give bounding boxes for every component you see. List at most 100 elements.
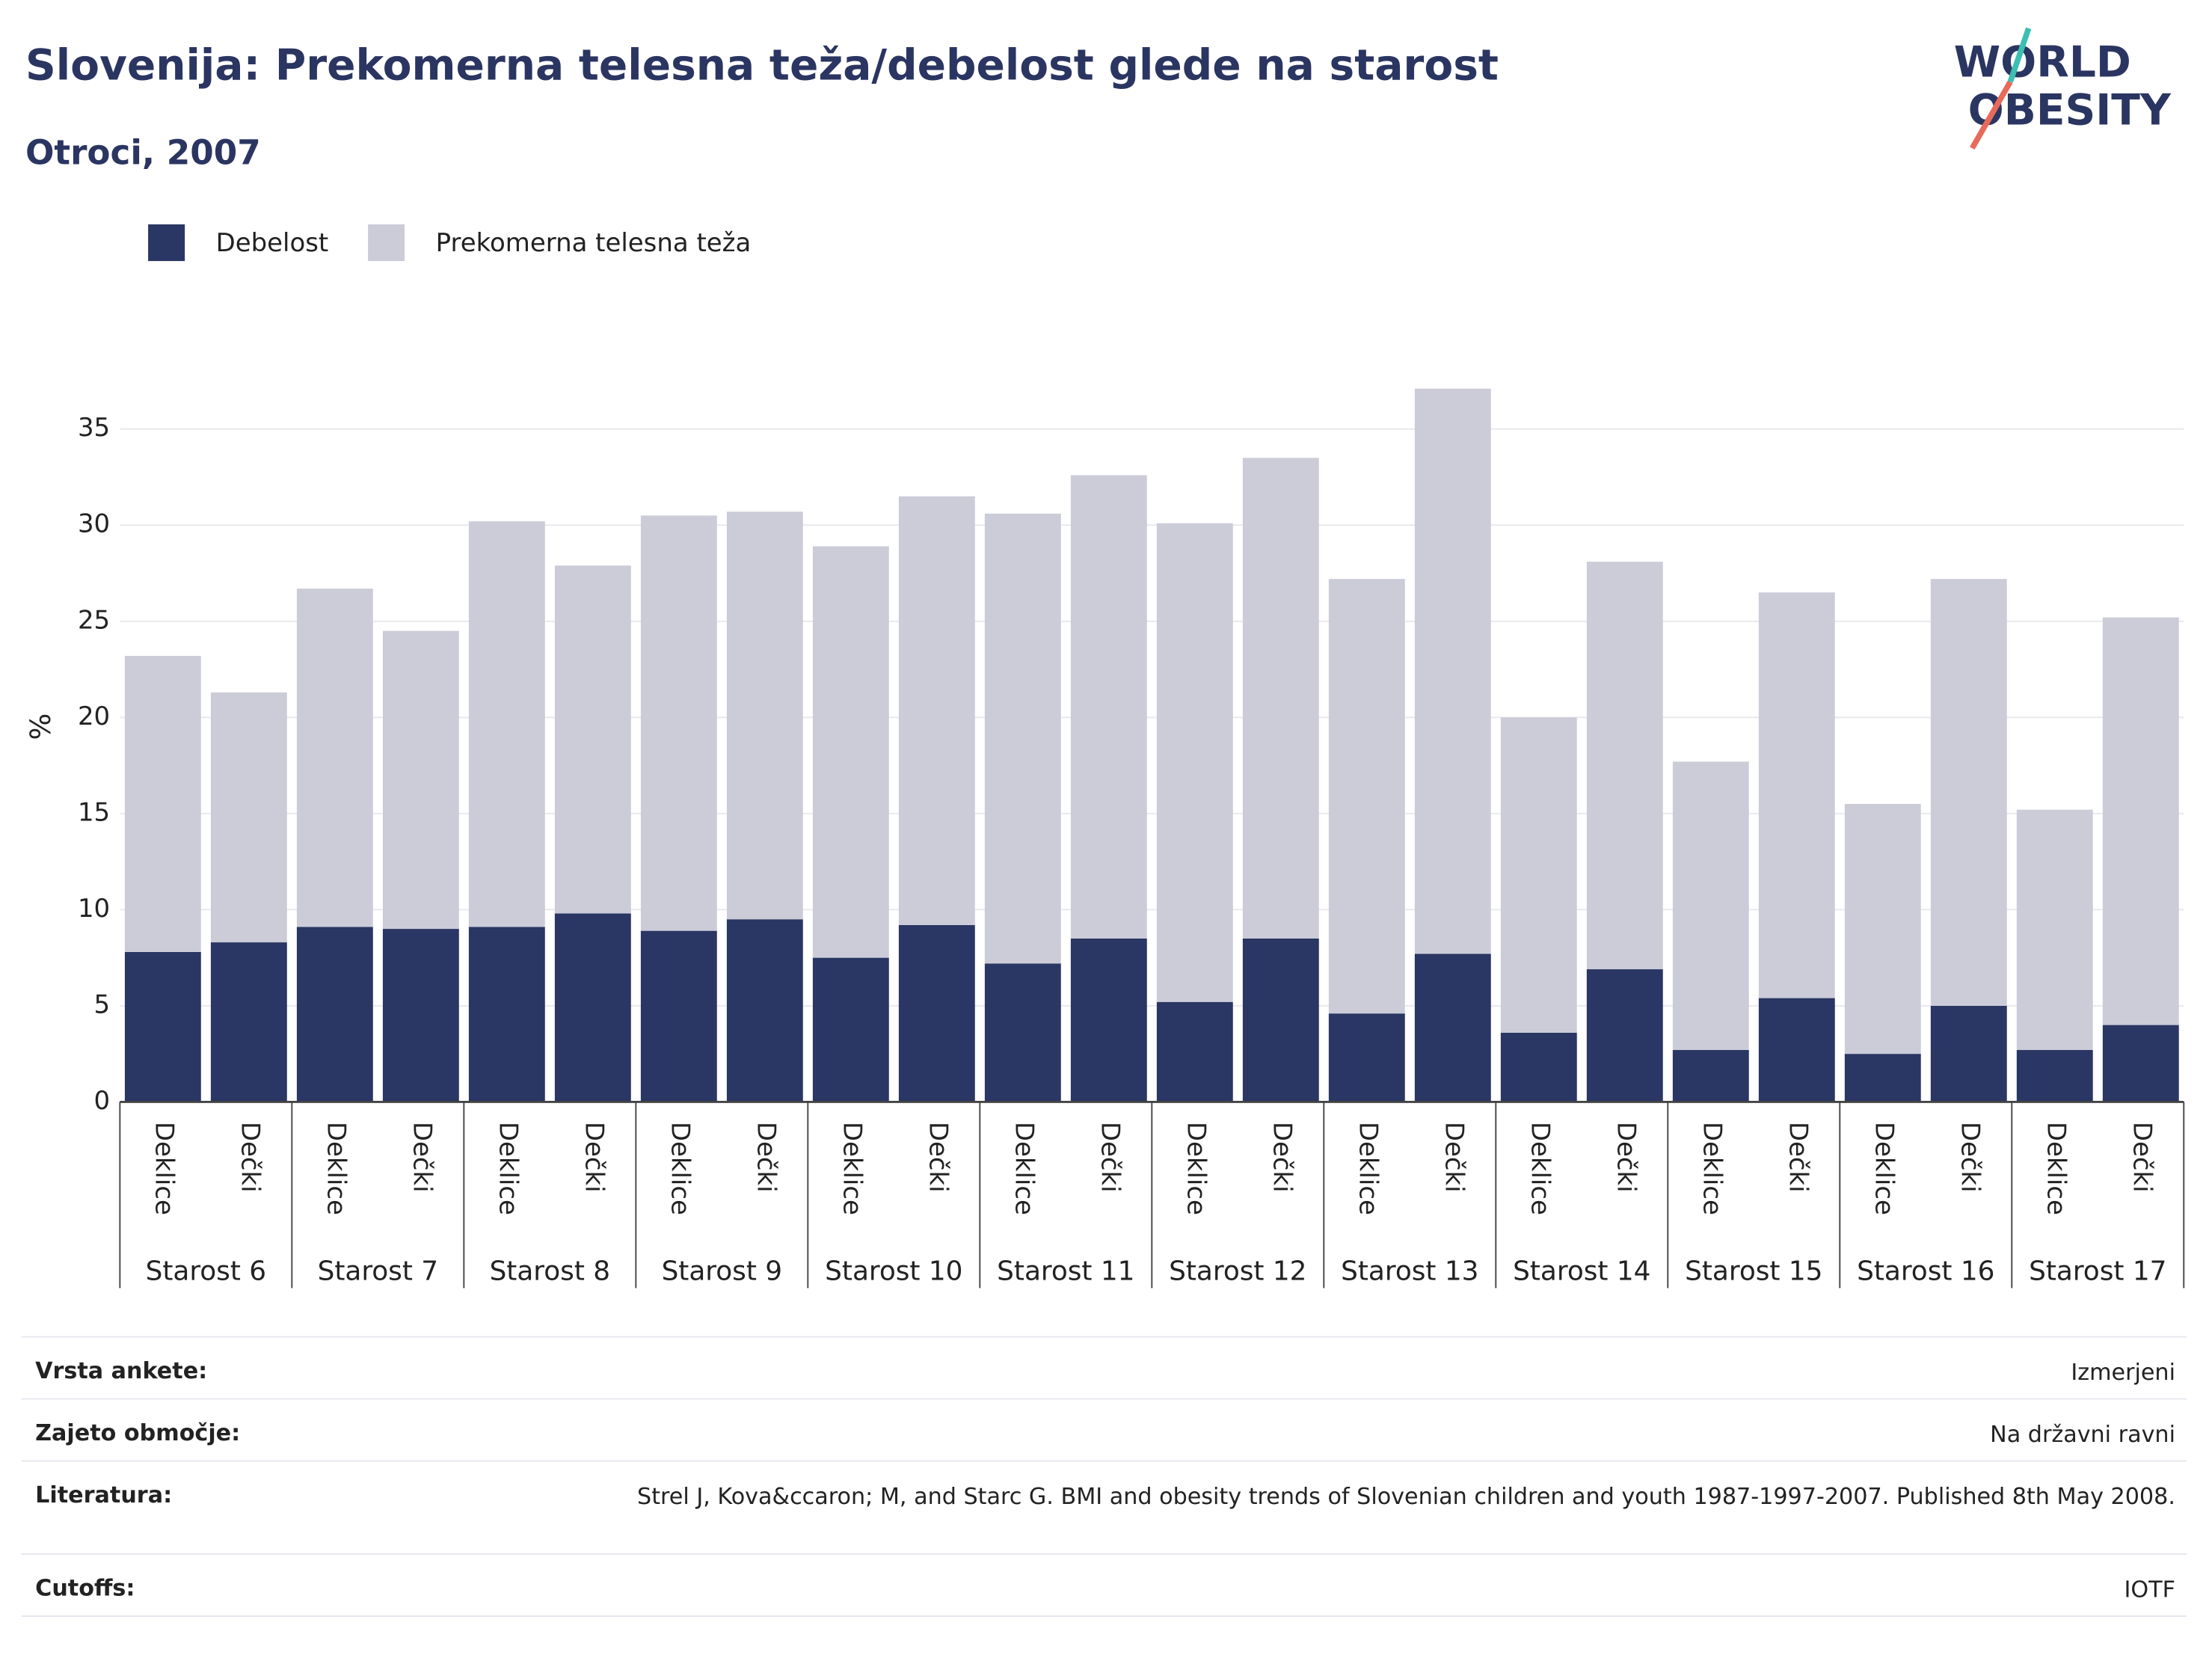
bar-segment (1586, 969, 1663, 1102)
bar-segment (1414, 388, 1491, 954)
bar-segment (1070, 475, 1147, 939)
logo-text: WORLD (1954, 37, 2131, 87)
bar-segment (1328, 1013, 1405, 1102)
group-label: Starost 15 (1685, 1256, 1822, 1287)
group-label: Starost 7 (318, 1256, 439, 1287)
bar-segment (984, 963, 1061, 1102)
bar-segment (898, 924, 975, 1102)
group-label: Starost 8 (490, 1256, 611, 1287)
bar-segment (1414, 954, 1491, 1102)
x-tick-label: Deklice (1181, 1122, 1211, 1215)
bar-segment (1242, 938, 1319, 1102)
bar-segment (1844, 803, 1921, 1054)
group-label: Starost 11 (997, 1256, 1134, 1287)
group-label: Starost 12 (1169, 1256, 1306, 1287)
y-tick-label: 10 (78, 894, 110, 924)
footer: Vrsta ankete: Izmerjeni Zajeto območje: Na … (21, 1336, 2187, 1617)
group-label: Starost 14 (1513, 1256, 1650, 1287)
footer-label: Vrsta ankete: (35, 1357, 208, 1384)
x-tick-label: Dečki (1955, 1122, 1985, 1193)
x-tick-label: Dečki (751, 1122, 781, 1193)
x-tick-label: Dečki (579, 1122, 609, 1193)
x-tick-label: Deklice (665, 1122, 695, 1215)
bar-segment (2016, 809, 2093, 1051)
y-tick-label: 20 (78, 701, 110, 731)
bar-segment (1930, 1005, 2007, 1102)
bar-segment (124, 656, 201, 952)
bar-segment (640, 930, 717, 1102)
group-label: Starost 16 (1857, 1256, 1994, 1287)
bar-segment (554, 913, 631, 1102)
x-tick-label: Dečki (923, 1122, 953, 1193)
legend-swatch (368, 224, 405, 262)
bar-segment (296, 589, 373, 927)
x-tick-label: Deklice (837, 1122, 867, 1215)
x-tick-label: Deklice (1353, 1122, 1383, 1215)
bar-segment (1758, 592, 1835, 998)
bar-segment (1156, 523, 1233, 1002)
bar-segment (296, 927, 373, 1102)
y-tick-label: 25 (78, 605, 110, 635)
x-tick-label: Dečki (2127, 1122, 2157, 1193)
bar-segment (2016, 1050, 2093, 1102)
bar-segment (1930, 579, 2007, 1006)
bar-segment (984, 513, 1061, 964)
legend-label: Prekomerna telesna teža (436, 228, 752, 258)
chart-subtitle: Otroci, 2007 (25, 133, 261, 173)
x-tick-label: Dečki (1095, 1122, 1125, 1193)
bar-segment (1500, 717, 1577, 1033)
y-tick-label: 35 (78, 413, 110, 443)
footer-row: Vrsta ankete: Izmerjeni (21, 1336, 2187, 1398)
bar-segment (640, 515, 717, 931)
group-label: Starost 10 (825, 1256, 962, 1287)
y-tick-label: 0 (94, 1086, 111, 1116)
x-tick-label: Dečki (1611, 1122, 1641, 1193)
x-tick-label: Deklice (1869, 1122, 1899, 1215)
logo-slash (2007, 27, 2032, 83)
footer-label: Cutoffs: (35, 1574, 135, 1602)
footer-label: Zajeto območje: (35, 1419, 241, 1446)
bar-segment (1242, 458, 1319, 939)
group-label: Starost 9 (662, 1256, 783, 1287)
footer-value: Izmerjeni (2071, 1358, 2175, 1386)
bar-segment (554, 565, 631, 914)
legend-swatch (148, 224, 185, 262)
x-tick-label: Deklice (321, 1122, 351, 1215)
bar-segment (468, 927, 545, 1102)
bar-segment (382, 929, 459, 1102)
group-label: Starost 6 (146, 1256, 267, 1287)
y-tick-label: 5 (94, 989, 111, 1019)
footer-value: IOTF (2124, 1576, 2175, 1603)
bar-segment (726, 512, 803, 920)
bar-segment (1328, 579, 1405, 1014)
x-tick-label: Dečki (235, 1122, 265, 1193)
bar-segment (1500, 1032, 1577, 1102)
x-tick-label: Deklice (493, 1122, 523, 1215)
x-tick-label: Deklice (1009, 1122, 1039, 1215)
y-tick-label: 15 (78, 797, 110, 827)
group-label: Starost 17 (2029, 1256, 2166, 1287)
footer-row: Cutoffs: IOTF (21, 1553, 2187, 1615)
x-tick-label: Deklice (1525, 1122, 1555, 1215)
bar-segment (382, 630, 459, 930)
bar-segment (2102, 617, 2179, 1025)
footer-row: Zajeto območje: Na državni ravni (21, 1398, 2187, 1461)
bar-segment (1844, 1054, 1921, 1102)
x-tick-label: Deklice (149, 1122, 179, 1215)
x-tick-label: Dečki (1267, 1122, 1297, 1193)
bar-segment (1156, 1001, 1233, 1102)
footer-value: Strel J, Kova&ccaron; M, and Starc G. BM… (637, 1482, 2175, 1510)
x-tick-label: Dečki (1783, 1122, 1813, 1193)
x-tick-label: Dečki (1439, 1122, 1469, 1193)
bar-segment (1758, 998, 1835, 1102)
bar-segment (1070, 938, 1147, 1102)
chart-title: Slovenija: Prekomerna telesna teža/debel… (25, 40, 1499, 90)
bar-segment (210, 942, 287, 1102)
footer-table: Vrsta ankete: Izmerjeni Zajeto območje: Na … (21, 1336, 2187, 1617)
bar-segment (124, 951, 201, 1102)
bar-segment (898, 496, 975, 925)
x-tick-label: Deklice (2041, 1122, 2071, 1215)
footer-row: Literatura: Strel J, Kova&ccaron; M, and … (21, 1460, 2187, 1554)
legend-label: Debelost (216, 228, 329, 258)
